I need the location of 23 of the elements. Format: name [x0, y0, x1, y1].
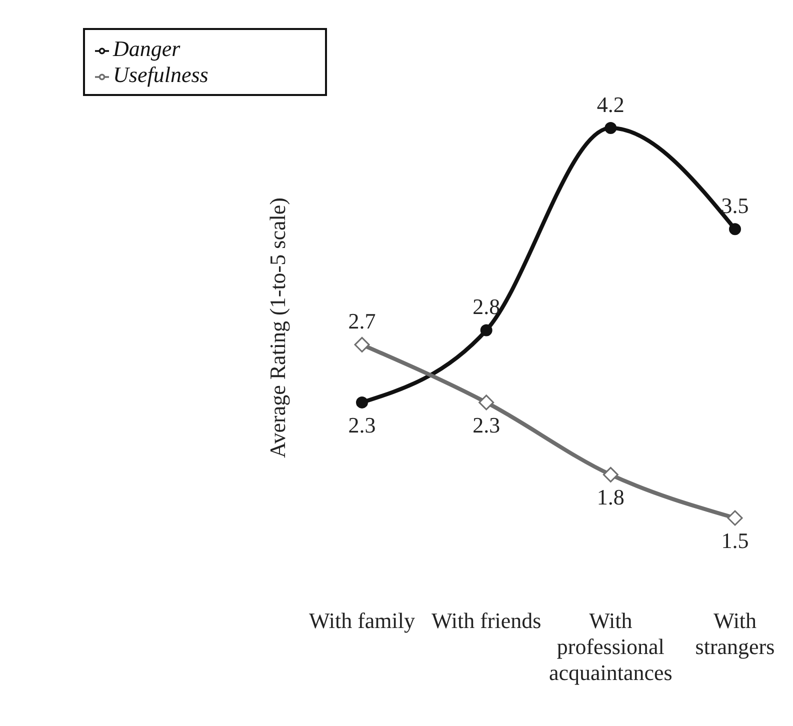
data-label: 2.3	[472, 412, 500, 438]
point	[729, 223, 741, 236]
data-label: 2.7	[348, 308, 376, 334]
legend-label: Usefulness	[113, 62, 208, 87]
data-label: 1.5	[721, 528, 749, 553]
x-tick-label: With friends	[431, 608, 542, 633]
x-tick-label: With professional acquaintances	[548, 608, 672, 685]
data-label: 1.8	[596, 484, 624, 510]
point	[727, 510, 743, 526]
point	[356, 396, 368, 408]
point	[478, 394, 494, 410]
point	[602, 466, 618, 482]
data-label: 2.8	[472, 294, 500, 320]
point	[354, 336, 370, 352]
data-label: 3.5	[721, 193, 749, 218]
y-axis-title: Average Rating (1-to-5 scale)	[264, 198, 290, 458]
legend-label: Danger	[113, 36, 180, 61]
point	[604, 122, 617, 134]
point	[480, 324, 492, 336]
data-label: 2.3	[348, 412, 376, 438]
x-tick-label: With family	[308, 608, 416, 633]
data-label: 4.2	[596, 92, 624, 117]
x-tick-label: With strangers	[695, 608, 775, 659]
